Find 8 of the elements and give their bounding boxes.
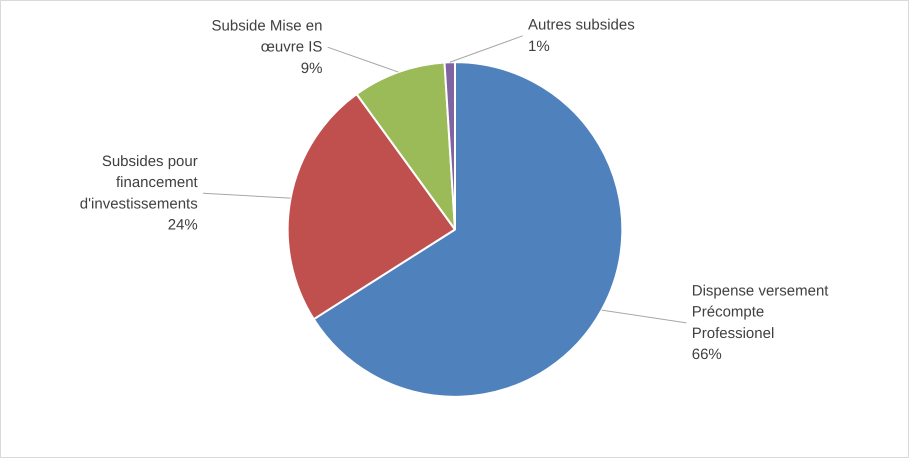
slice-label: Dispense versement Précompte Professionel: [692, 282, 830, 342]
slice-label: Autres subsides: [528, 16, 635, 34]
data-label: 66%: [692, 346, 722, 364]
data-label: 24%: [168, 216, 198, 234]
data-label: 1%: [528, 38, 550, 55]
slice-label: Subsides pour financement d'investissements: [80, 152, 199, 212]
data-label: 9%: [300, 60, 322, 77]
slice-label: Subside Mise en œuvre IS: [212, 17, 322, 56]
